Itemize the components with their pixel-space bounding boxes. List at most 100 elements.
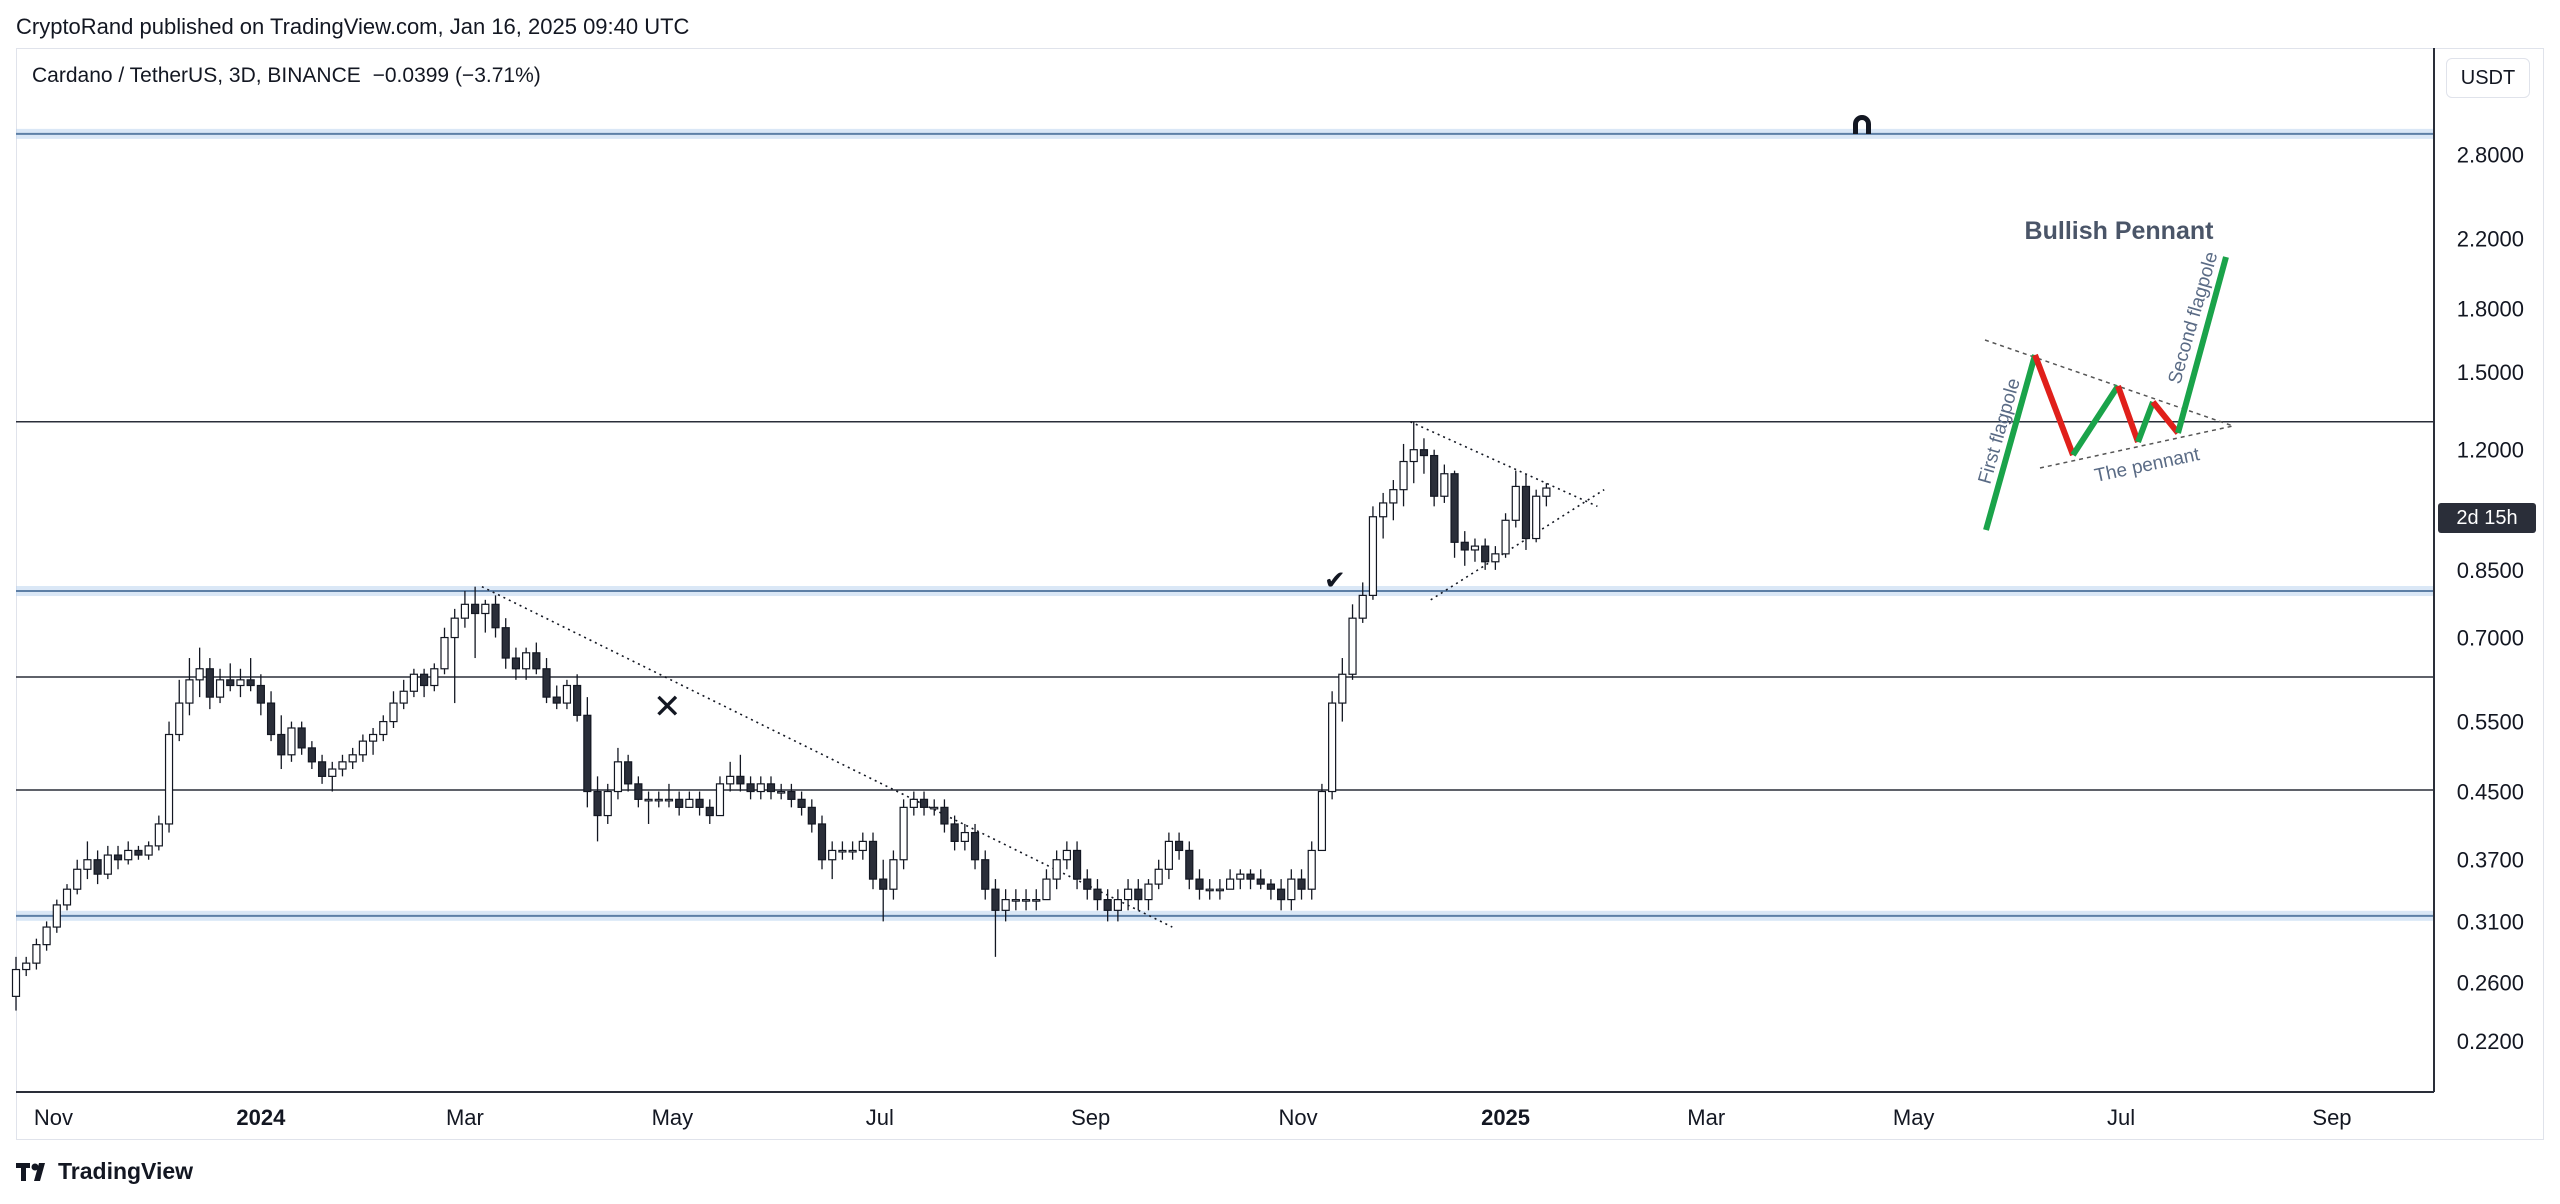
candle-up — [664, 798, 674, 802]
tradingview-logo[interactable]: TradingView — [16, 1158, 193, 1185]
candle-up — [1205, 888, 1214, 892]
candle-up — [1215, 888, 1224, 892]
candle-up — [1440, 473, 1449, 497]
trendline[interactable] — [1430, 488, 1605, 601]
candle-down — [868, 840, 878, 880]
brand-name: TradingView — [58, 1158, 194, 1184]
currency-button[interactable]: USDT — [2446, 58, 2530, 98]
candle-up — [22, 962, 31, 971]
time-tick-label: Sep — [1071, 1105, 1110, 1130]
candle-up — [777, 790, 786, 794]
candle-down — [266, 702, 276, 736]
magnet-icon[interactable] — [1853, 115, 1871, 134]
time-tick-label: Jul — [866, 1105, 894, 1130]
price-tick-label: 0.2600 — [2457, 971, 2524, 996]
candle-up — [1042, 878, 1051, 901]
candle-up — [1144, 883, 1153, 901]
candle-down — [583, 714, 592, 793]
candle-up — [460, 603, 470, 619]
candle-up — [379, 720, 388, 736]
candle-down — [532, 652, 541, 670]
candle-up — [1001, 899, 1010, 911]
candle-up — [195, 668, 204, 681]
candle-up — [389, 702, 398, 723]
candle-up — [930, 806, 939, 810]
candle-down — [93, 859, 102, 875]
candle-up — [1113, 899, 1122, 911]
candle-up — [1236, 873, 1245, 880]
candle-up — [726, 775, 735, 785]
horizontal-levels — [16, 421, 2434, 791]
candle-up — [154, 823, 163, 847]
candle-down — [1093, 888, 1102, 901]
candle-down — [1277, 888, 1286, 901]
candle-up — [358, 740, 367, 756]
time-tick-label: 2025 — [1481, 1105, 1530, 1130]
candle-up — [409, 673, 418, 692]
candle-down — [420, 673, 429, 687]
candle-down — [134, 849, 143, 856]
countdown-badge: 2d 15h — [2438, 503, 2536, 533]
candle-up — [481, 603, 490, 615]
candle-down — [471, 603, 480, 615]
pennant-lower-line — [2039, 425, 2234, 469]
price-tick-label: 2.2000 — [2457, 226, 2524, 251]
candle-up — [1317, 790, 1327, 852]
candle-up — [73, 868, 82, 890]
candle-up — [654, 798, 663, 802]
symbol-info[interactable]: Cardano / TetherUS, 3D, BINANCE −0.0399 … — [32, 64, 547, 88]
candle-down — [277, 733, 286, 756]
candle-up — [185, 679, 194, 704]
candle-up — [1011, 899, 1020, 902]
candle-down — [1072, 849, 1082, 880]
trendline[interactable] — [1410, 421, 1598, 508]
candle-up — [848, 849, 857, 853]
candle-up — [644, 798, 653, 802]
candle-up — [236, 679, 245, 687]
candle-down — [705, 806, 714, 817]
candle-down — [950, 823, 959, 842]
candle-down — [736, 775, 745, 785]
candle-up — [103, 854, 112, 875]
candles — [11, 421, 1551, 1011]
candle-up — [889, 859, 898, 890]
candle-down — [675, 798, 684, 808]
symbol-name: Cardano / TetherUS, 3D, BINANCE — [32, 64, 361, 87]
candle-up — [715, 783, 725, 817]
candle-down — [246, 679, 255, 687]
candle-up — [83, 859, 92, 870]
candle-up — [828, 849, 837, 861]
price-tick-label: 0.5500 — [2457, 710, 2524, 735]
trendlines — [481, 421, 1605, 928]
candle-up — [175, 702, 184, 736]
candle-up — [1328, 702, 1337, 793]
candle-up — [1052, 859, 1061, 880]
x-mark-icon: ✕ — [653, 687, 682, 727]
candle-down — [991, 888, 1000, 911]
candle-up — [1032, 899, 1041, 902]
candle-up — [328, 768, 337, 777]
candle-down — [226, 679, 235, 687]
price-axis: 3.40002.80002.20001.80001.50001.20001.00… — [2457, 75, 2524, 1054]
candle-down — [624, 761, 633, 785]
candle-up — [562, 684, 572, 704]
candle-up — [368, 733, 378, 742]
time-tick-label: Sep — [2312, 1105, 2351, 1130]
candle-down — [919, 798, 929, 808]
candle-up — [1164, 840, 1173, 870]
candle-down — [1460, 541, 1469, 551]
candle-down — [573, 684, 582, 716]
trendline[interactable] — [481, 585, 1173, 928]
candle-down — [1419, 449, 1429, 457]
candle-up — [1226, 878, 1235, 890]
candle-up — [1399, 460, 1408, 491]
candle-down — [1521, 485, 1531, 540]
candle-up — [909, 798, 918, 808]
candle-up — [62, 888, 72, 906]
candle-up — [1307, 849, 1316, 890]
candle-up — [450, 617, 459, 639]
candle-up — [838, 849, 847, 853]
inset-title: Bullish Pennant — [2025, 217, 2215, 245]
pennant-leg-5 — [2150, 400, 2181, 435]
